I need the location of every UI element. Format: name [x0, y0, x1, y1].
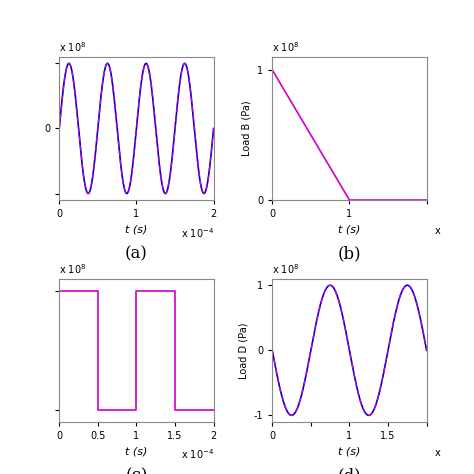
- Text: x 10$^{8}$: x 10$^{8}$: [272, 40, 300, 54]
- Text: x 10$^{-4}$: x 10$^{-4}$: [181, 447, 214, 461]
- Text: x: x: [434, 447, 440, 457]
- Y-axis label: Load D (Pa): Load D (Pa): [238, 322, 248, 379]
- Text: (a): (a): [125, 246, 148, 263]
- Text: (d): (d): [337, 468, 361, 474]
- Text: x 10$^{8}$: x 10$^{8}$: [59, 262, 87, 276]
- X-axis label: t (s): t (s): [125, 447, 147, 456]
- Text: x 10$^{-4}$: x 10$^{-4}$: [181, 226, 214, 239]
- Text: x: x: [434, 226, 440, 236]
- X-axis label: t (s): t (s): [125, 225, 147, 235]
- Text: x 10$^{8}$: x 10$^{8}$: [272, 262, 300, 276]
- Y-axis label: Load B (Pa): Load B (Pa): [242, 100, 252, 156]
- Text: x 10$^{8}$: x 10$^{8}$: [59, 40, 87, 54]
- Text: (c): (c): [125, 468, 147, 474]
- X-axis label: t (s): t (s): [338, 225, 361, 235]
- Text: (b): (b): [337, 246, 361, 263]
- X-axis label: t (s): t (s): [338, 447, 361, 456]
